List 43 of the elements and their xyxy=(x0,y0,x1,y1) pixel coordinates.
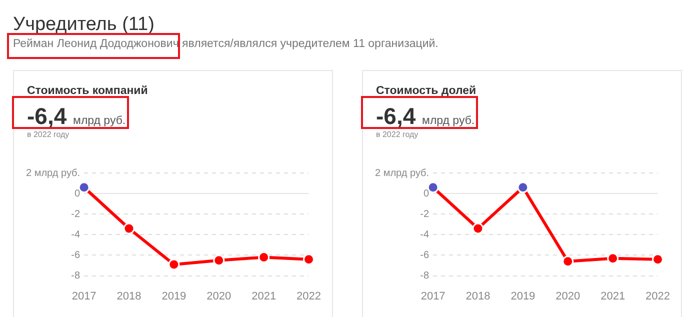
chart-title: Стоимость компаний xyxy=(27,85,148,97)
text: -6,4 xyxy=(376,103,416,129)
text: -6,4 xyxy=(27,103,67,129)
point xyxy=(562,256,574,268)
point xyxy=(78,182,90,194)
y-tick-label: -6 xyxy=(420,250,430,261)
point xyxy=(427,182,439,194)
text: в 2022 году xyxy=(376,130,418,139)
text: в 2022 году xyxy=(27,130,70,139)
y-tick-label: -4 xyxy=(71,229,80,240)
text: млрд руб. xyxy=(422,115,475,127)
y-tick-label: -8 xyxy=(71,270,80,282)
x-tick-label: 2018 xyxy=(466,290,490,302)
text: Учредитель (11) xyxy=(13,14,154,36)
x-tick-label: 2022 xyxy=(296,290,322,302)
x-tick-label: 2017 xyxy=(72,290,96,302)
chart-title: Стоимость долей xyxy=(376,85,476,97)
y-tick-label: 2 млрд руб. xyxy=(26,168,80,179)
text: Рейман Леонид Дододжонович является/являлся учредителем 11 организаций. xyxy=(13,38,438,50)
x-tick-label: 2019 xyxy=(510,290,536,302)
point xyxy=(168,258,180,270)
text: млрд руб. xyxy=(73,115,126,127)
x-tick-label: 2021 xyxy=(600,290,626,302)
y-tick-label: -2 xyxy=(420,208,430,220)
y-tick-label: 0 xyxy=(424,188,430,200)
x-tick-label: 2018 xyxy=(116,290,142,302)
point xyxy=(472,222,484,234)
x-tick-label: 2017 xyxy=(420,290,446,302)
y-tick-label: 0 xyxy=(74,188,80,200)
point xyxy=(517,182,529,194)
point xyxy=(213,254,225,266)
x-tick-label: 2021 xyxy=(252,290,276,302)
point xyxy=(123,222,135,234)
y-tick-label: -8 xyxy=(420,270,430,282)
x-tick-label: 2019 xyxy=(162,290,186,302)
point xyxy=(607,252,619,264)
y-tick-label: -6 xyxy=(71,250,80,261)
y-tick-label: 2 млрд руб. xyxy=(375,168,430,179)
y-tick-label: -2 xyxy=(71,208,80,220)
x-tick-label: 2022 xyxy=(646,290,670,302)
x-tick-label: 2020 xyxy=(556,290,580,302)
x-tick-label: 2020 xyxy=(206,290,232,302)
y-tick-label: -4 xyxy=(420,229,430,240)
